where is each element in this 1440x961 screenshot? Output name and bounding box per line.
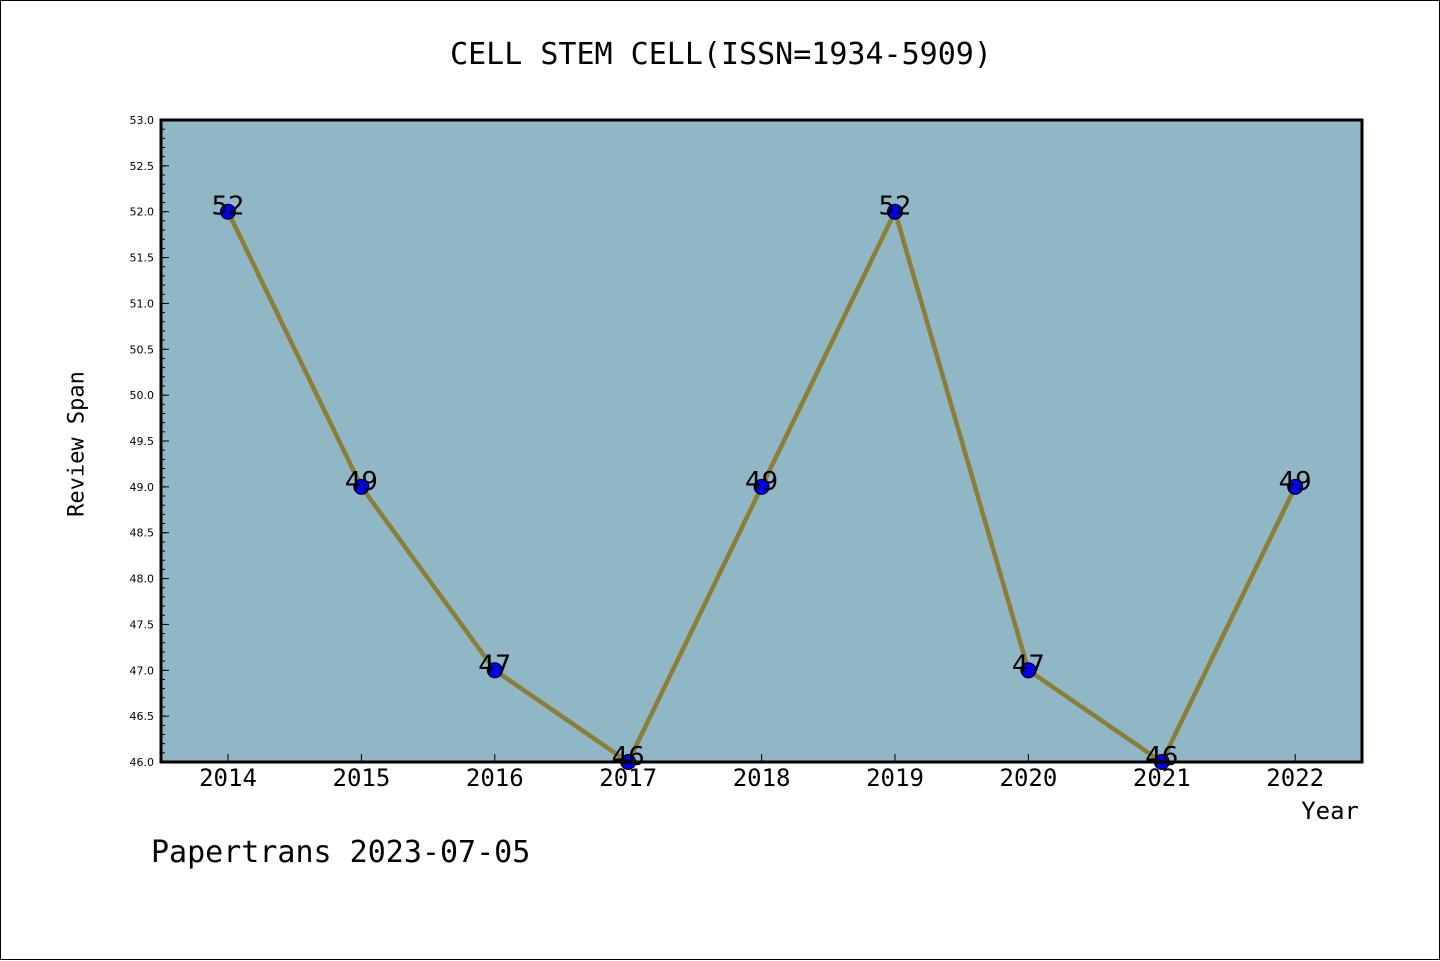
y-tick-label: 48.0 (130, 573, 155, 586)
data-label: 52 (878, 192, 911, 222)
y-tick-label: 49.5 (130, 435, 155, 448)
x-axis: 2014 2015 2016 2017 2018 2019 2020 2021 2022 (199, 754, 1324, 792)
x-tick-label: 2016 (466, 764, 524, 792)
data-point (887, 203, 903, 220)
y-tick-label: 51.0 (130, 297, 155, 310)
x-tick-label: 2022 (1266, 764, 1324, 792)
y-tick-label: 50.5 (130, 343, 155, 356)
plot-area (161, 120, 1362, 762)
x-tick-label: 2019 (866, 764, 924, 792)
plot-border (159, 118, 1364, 764)
data-point (753, 478, 770, 495)
data-label: 52 (211, 192, 244, 222)
y-tick-label: 52.0 (130, 206, 155, 219)
x-tick-label: 2015 (333, 764, 391, 792)
x-tick-label: 2020 (1000, 764, 1058, 792)
y-tick-label: 47.0 (130, 664, 155, 677)
data-label: 49 (345, 467, 378, 497)
chart-title: CELL STEM CELL(ISSN=1934-5909) (450, 37, 992, 72)
y-tick-label: 48.5 (130, 527, 155, 540)
y-tick-label: 51.5 (130, 252, 155, 265)
data-label: 47 (1012, 650, 1045, 680)
data-label: 49 (1279, 467, 1312, 497)
x-tick-label: 2018 (733, 764, 791, 792)
y-tick-label: 46.0 (130, 756, 155, 769)
y-tick-label: 47.5 (130, 618, 155, 631)
data-labels: 52 49 47 46 49 52 47 46 49 (211, 192, 1311, 772)
data-label: 46 (612, 742, 645, 772)
data-label: 46 (1145, 742, 1178, 772)
footer-text: Papertrans 2023-07-05 (151, 835, 531, 870)
data-label: 49 (745, 467, 778, 497)
y-axis: 46.0 46.5 47.0 47.5 48.0 48.5 49.0 49.5 50.0 50.5… (130, 114, 169, 769)
y-tick-label: 49.0 (130, 481, 155, 494)
data-point (486, 662, 503, 679)
x-tick-label: 2014 (199, 764, 257, 792)
data-point (1287, 478, 1304, 495)
y-tick-label: 50.0 (130, 389, 155, 402)
y-tick-label: 53.0 (130, 114, 155, 127)
data-point (1020, 662, 1037, 679)
data-point (353, 478, 370, 495)
y-tick-label: 52.5 (130, 160, 155, 173)
data-label: 47 (478, 650, 511, 680)
data-point (220, 203, 236, 220)
x-axis-label: Year (1301, 797, 1359, 825)
y-tick-label: 46.5 (130, 710, 155, 723)
